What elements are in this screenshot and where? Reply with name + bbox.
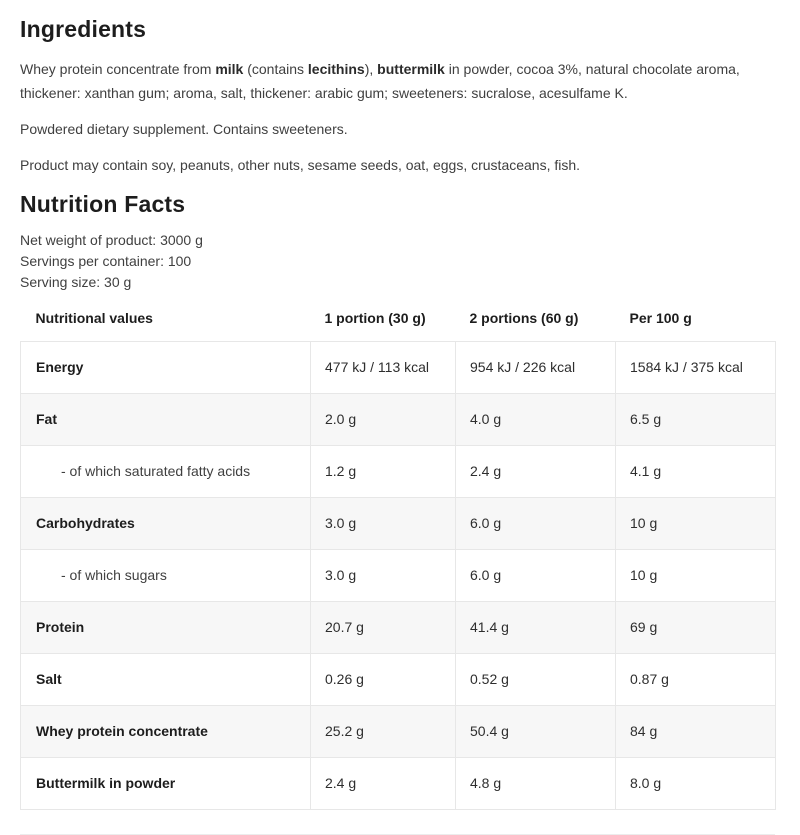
servings-per-container-line: Servings per container: 100 bbox=[20, 253, 192, 269]
table-row: Whey protein concentrate 25.2 g 50.4 g 8… bbox=[20, 705, 776, 758]
description-segment: (contains bbox=[243, 61, 308, 77]
nutrient-value: 2.0 g bbox=[310, 393, 456, 446]
table-row: Buttermilk in powder 2.4 g 4.8 g 8.0 g bbox=[20, 757, 776, 810]
nutrient-label: Salt bbox=[20, 653, 311, 706]
nutrient-value: 69 g bbox=[615, 601, 776, 654]
nutrient-value: 3.0 g bbox=[310, 497, 456, 550]
nutrient-sublabel: - of which saturated fatty acids bbox=[20, 445, 311, 498]
nutrient-value: 6.0 g bbox=[455, 549, 616, 602]
nutrient-value: 4.0 g bbox=[455, 393, 616, 446]
nutrient-value: 954 kJ / 226 kcal bbox=[455, 341, 616, 394]
nutrient-label: Buttermilk in powder bbox=[20, 757, 311, 810]
supplement-note: Powdered dietary supplement. Contains sw… bbox=[20, 121, 348, 137]
nutrition-facts-title: Nutrition Facts bbox=[20, 191, 186, 217]
serving-info-block: Net weight of product: 3000 g Servings p… bbox=[20, 230, 775, 293]
nutrient-value: 6.0 g bbox=[455, 497, 616, 550]
nutrient-value: 1584 kJ / 375 kcal bbox=[615, 341, 776, 394]
nutrient-value: 4.1 g bbox=[615, 445, 776, 498]
nutrition-table: Nutritional values 1 portion (30 g) 2 po… bbox=[20, 295, 776, 810]
net-weight-line: Net weight of product: 3000 g bbox=[20, 232, 203, 248]
nutrient-label: Whey protein concentrate bbox=[20, 705, 311, 758]
table-row: - of which sugars 3.0 g 6.0 g 10 g bbox=[20, 549, 776, 602]
description-segment-bold: milk bbox=[215, 61, 244, 77]
nutrient-value: 4.8 g bbox=[455, 757, 616, 810]
table-row: Carbohydrates 3.0 g 6.0 g 10 g bbox=[20, 497, 776, 550]
nutrient-value: 10 g bbox=[615, 549, 776, 602]
description-segment: in powder, cocoa 3%, natural chocolate a… bbox=[20, 61, 740, 101]
nutrient-sublabel: - of which sugars bbox=[20, 549, 311, 602]
nutrient-value: 0.26 g bbox=[310, 653, 456, 706]
nutrient-label: Energy bbox=[20, 341, 311, 394]
nutrient-label: Carbohydrates bbox=[20, 497, 311, 550]
ingredients-description: Whey protein concentrate from milk (cont… bbox=[20, 57, 775, 105]
description-segment-bold: buttermilk bbox=[377, 61, 445, 77]
nutrient-value: 50.4 g bbox=[455, 705, 616, 758]
header-nutritional-values: Nutritional values bbox=[35, 310, 153, 326]
nutrient-value: 477 kJ / 113 kcal bbox=[310, 341, 456, 394]
nutrient-value: 20.7 g bbox=[310, 601, 456, 654]
nutrient-value: 6.5 g bbox=[615, 393, 776, 446]
header-per-100g: Per 100 g bbox=[629, 310, 692, 326]
table-row: - of which saturated fatty acids 1.2 g 2… bbox=[20, 445, 776, 498]
nutrient-label: Protein bbox=[20, 601, 311, 654]
nutrient-value: 41.4 g bbox=[455, 601, 616, 654]
nutrient-value: 8.0 g bbox=[615, 757, 776, 810]
header-1-portion: 1 portion (30 g) bbox=[324, 310, 426, 326]
header-2-portions: 2 portions (60 g) bbox=[469, 310, 579, 326]
table-row: Salt 0.26 g 0.52 g 0.87 g bbox=[20, 653, 776, 706]
nutrient-value: 84 g bbox=[615, 705, 776, 758]
nutrient-value: 2.4 g bbox=[310, 757, 456, 810]
serving-size-line: Serving size: 30 g bbox=[20, 274, 132, 290]
allergen-note: Product may contain soy, peanuts, other … bbox=[20, 157, 581, 173]
nutrient-value: 10 g bbox=[615, 497, 776, 550]
nutrient-value: 0.87 g bbox=[615, 653, 776, 706]
table-row: Protein 20.7 g 41.4 g 69 g bbox=[20, 601, 776, 654]
nutrient-label: Fat bbox=[20, 393, 311, 446]
table-row: Fat 2.0 g 4.0 g 6.5 g bbox=[20, 393, 776, 446]
nutrient-value: 25.2 g bbox=[310, 705, 456, 758]
table-row: Energy 477 kJ / 113 kcal 954 kJ / 226 kc… bbox=[20, 341, 776, 394]
description-segment: ), bbox=[364, 61, 378, 77]
nutrient-value: 2.4 g bbox=[455, 445, 616, 498]
nutrient-value: 1.2 g bbox=[310, 445, 456, 498]
table-header-row: Nutritional values 1 portion (30 g) 2 po… bbox=[21, 295, 776, 342]
description-segment: Whey protein concentrate from bbox=[20, 61, 216, 77]
nutrient-value: 3.0 g bbox=[310, 549, 456, 602]
description-segment-bold: lecithins bbox=[307, 61, 365, 77]
ingredients-title: Ingredients bbox=[20, 16, 147, 42]
nutrient-value: 0.52 g bbox=[455, 653, 616, 706]
